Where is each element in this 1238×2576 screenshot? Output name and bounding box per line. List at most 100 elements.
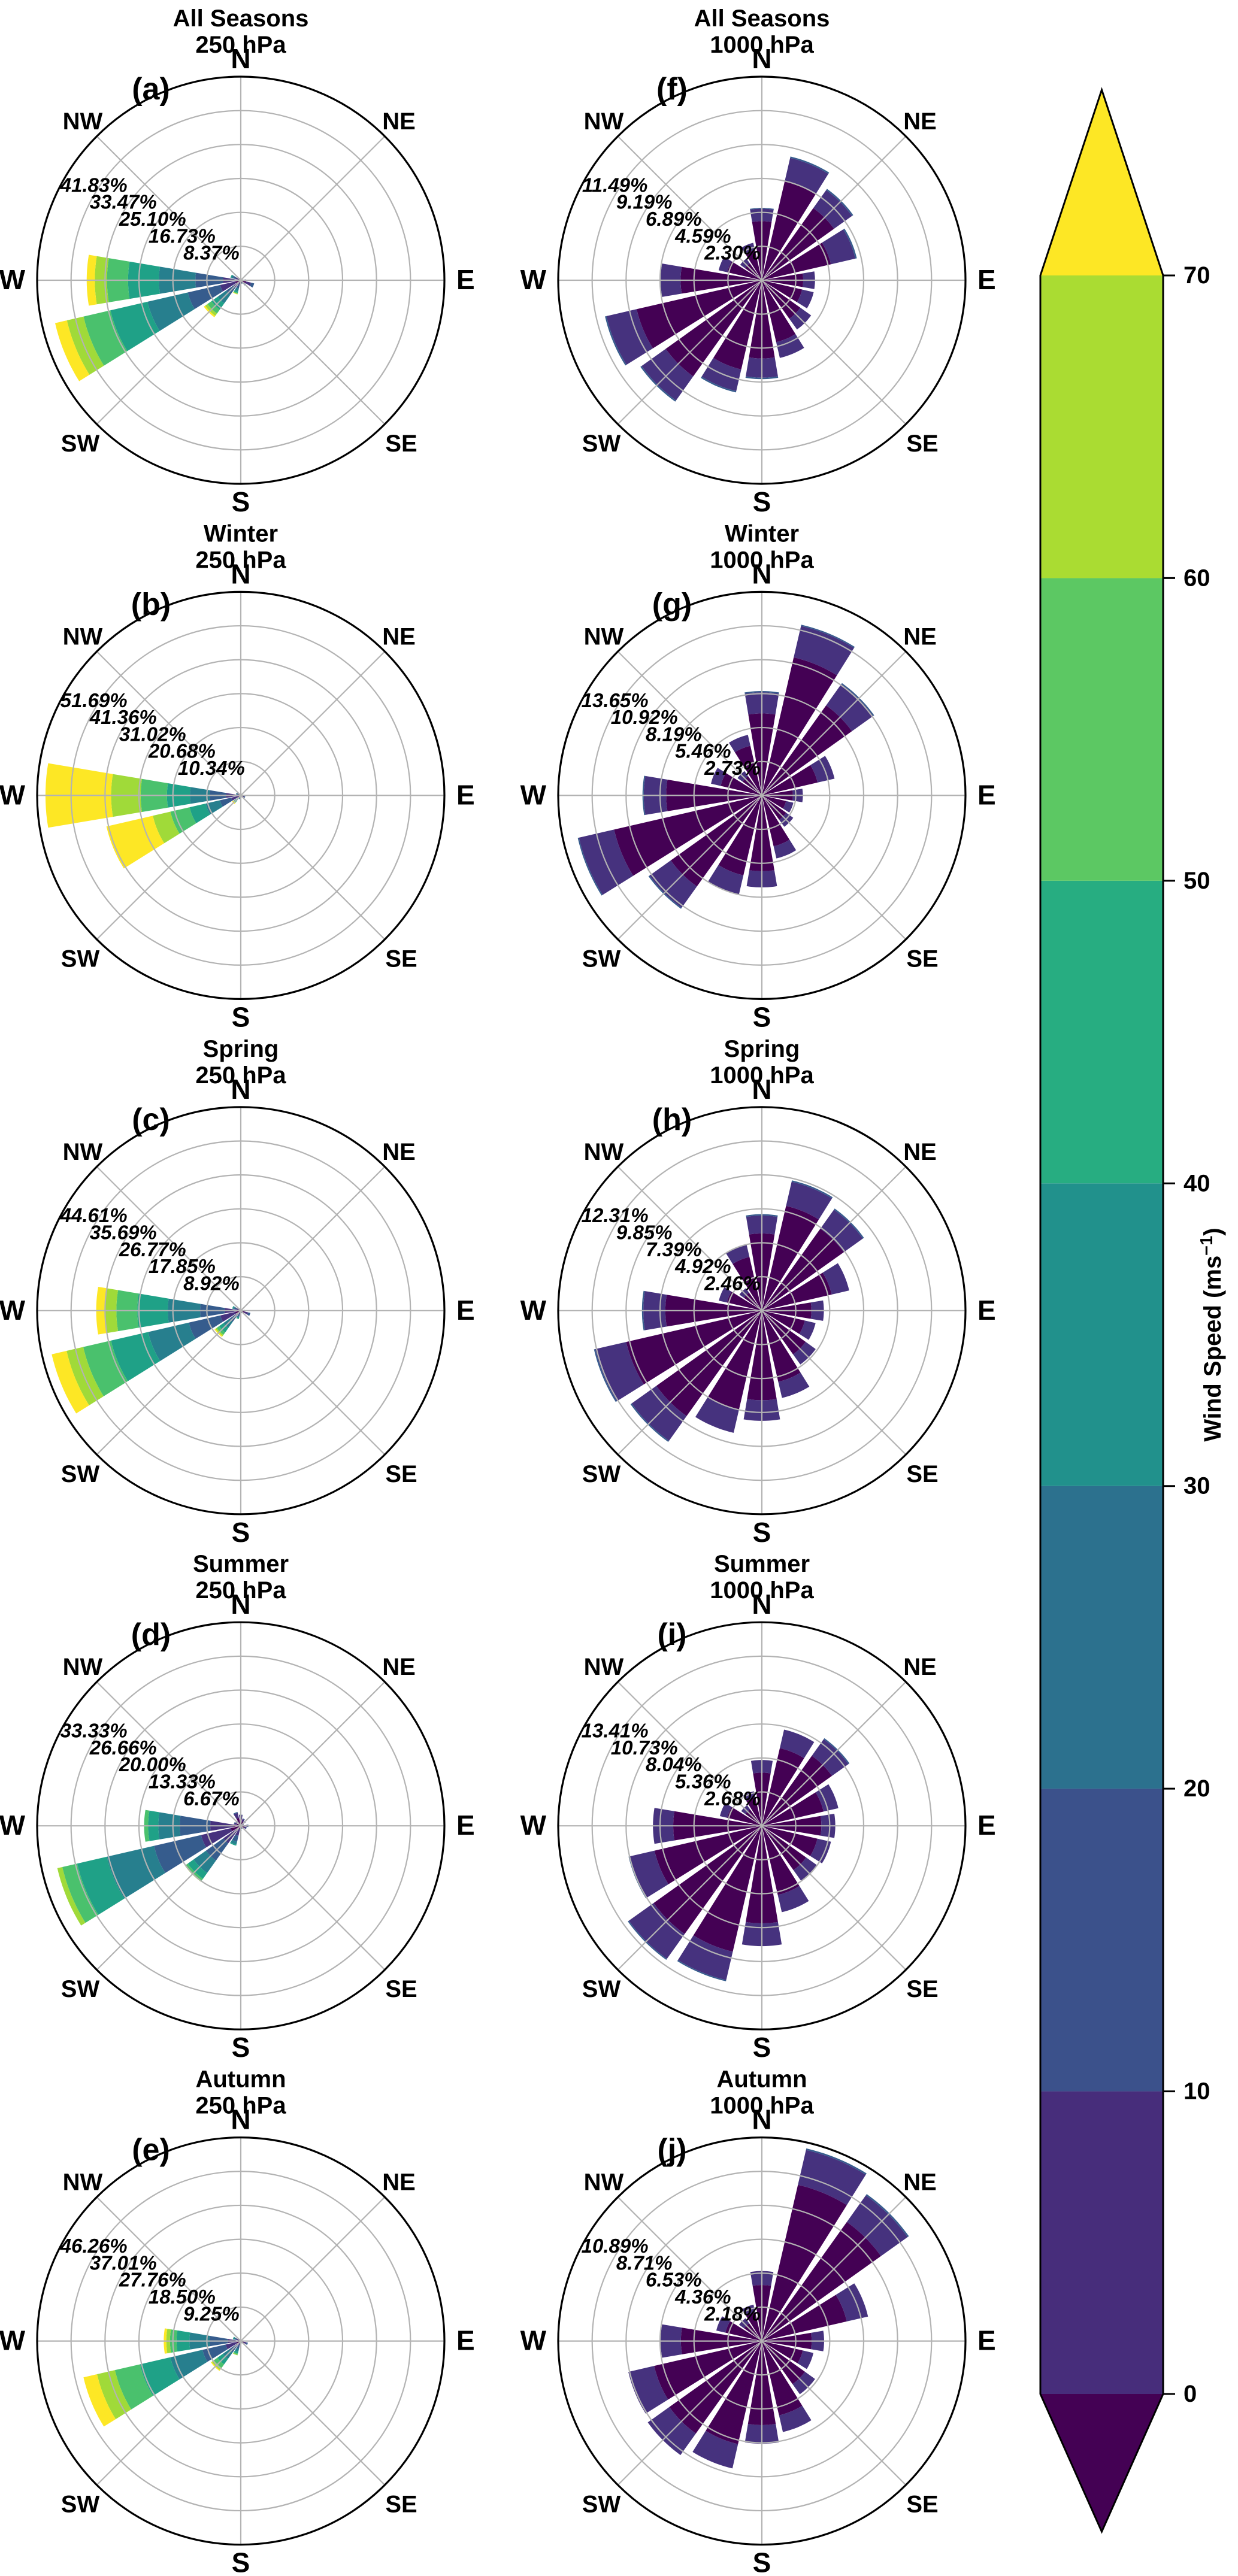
wind-rose-bar-segment-WSW-0-10 bbox=[626, 1310, 762, 1384]
wind-rose-bar-segment-SSW-10-20 bbox=[707, 865, 744, 895]
wind-rose-panel-f: 2.30%4.59%6.89%9.19%11.49%NSEWNESESWNWAl… bbox=[520, 5, 996, 517]
wind-rose-bar-segment-NE-20-30 bbox=[834, 1208, 864, 1239]
wind-rose-bar-segment-SW-20-30 bbox=[648, 875, 682, 909]
ring-label-1: 9.25% bbox=[183, 2302, 240, 2325]
wind-rose-bar-segment-SSW-0-10 bbox=[706, 2341, 762, 2444]
polar-outline bbox=[557, 75, 967, 485]
wind-rose-bar-segment-SSW-60-70 bbox=[233, 292, 238, 295]
panel-subtitle: 1000 hPa bbox=[710, 2093, 814, 2119]
compass-label-nw: NW bbox=[63, 1139, 103, 1165]
ring-label-2: 18.50% bbox=[149, 2286, 216, 2308]
compass-label-se: SE bbox=[906, 2492, 938, 2518]
wind-rose-bar-segment-WSW->70 bbox=[83, 2374, 116, 2427]
wind-rose-bar-segment-SSE-0-10 bbox=[762, 280, 796, 343]
wind-rose-bar-segment-SSE-10-20 bbox=[778, 1372, 810, 1398]
compass-label-ne: NE bbox=[382, 623, 416, 650]
compass-label-e: E bbox=[456, 1810, 475, 1841]
wind-rose-bar-segment-WSW-0-10 bbox=[231, 1826, 241, 1832]
wind-rose-bar-segment-SSW-10-20 bbox=[235, 1829, 240, 1836]
colorbar-segment-20-30 bbox=[1040, 1486, 1163, 1789]
compass-label-sw: SW bbox=[582, 1461, 621, 1487]
ring-label-1: 6.67% bbox=[183, 1787, 240, 1810]
panel-subtitle: 250 hPa bbox=[195, 1577, 286, 1604]
wind-rose-bar-segment-SSW-10-20 bbox=[238, 2342, 241, 2345]
panel-subtitle: 1000 hPa bbox=[710, 547, 814, 573]
ring-label-5: 44.61% bbox=[60, 1204, 128, 1226]
colorbar-tick-label: 10 bbox=[1183, 2078, 1210, 2105]
wind-rose-bar-segment-NNE-0-10 bbox=[762, 657, 837, 796]
wind-rose-bar-segment-ESE-0-10 bbox=[762, 1826, 818, 1856]
panel-letter: (i) bbox=[657, 1617, 686, 1652]
wind-rose-bar-segment-SSE-0-10 bbox=[762, 1310, 801, 1382]
wind-rose-bar-segment-SSE-0-10 bbox=[762, 2341, 803, 2416]
compass-label-se: SE bbox=[906, 431, 938, 457]
wind-rose-bar-segment-SSE-10-20 bbox=[777, 1886, 809, 1913]
wind-rose-bar-segment-WSW-10-20 bbox=[220, 281, 236, 292]
wind-rose-bar-segment-SSW-40-50 bbox=[234, 2350, 238, 2354]
wind-rose-bar-segment-ESE-20-30 bbox=[249, 283, 255, 288]
wind-rose-bar-segment-WSW-10-20 bbox=[225, 2342, 237, 2350]
wind-rose-bar-segment-ESE-20-30 bbox=[245, 1827, 247, 1829]
wind-rose-bar-segment-SSE-20-30 bbox=[241, 1828, 243, 1829]
wind-rose-bar-segment-SSW-40-50 bbox=[234, 290, 238, 293]
wind-rose-bar-segment-ENE-10-20 bbox=[822, 229, 856, 265]
polar-grid bbox=[37, 1107, 444, 1514]
wind-rose-bar-segment-ENE-0-10 bbox=[762, 2295, 847, 2341]
panel-letter: (c) bbox=[132, 1102, 170, 1137]
compass-label-w: W bbox=[0, 779, 26, 810]
wind-rose-bar-segment-NNW-0-10 bbox=[746, 1797, 762, 1826]
ring-label-5: 12.31% bbox=[582, 1204, 649, 1226]
wind-rose-bar-segment-WNW-10-20 bbox=[235, 277, 240, 280]
polar-grid bbox=[558, 592, 965, 999]
wind-rose-bar-segment-SSW-30-40 bbox=[235, 287, 239, 292]
ring-label-4: 8.71% bbox=[616, 2251, 673, 2274]
wind-rose-bar-segment-WSW->70 bbox=[55, 320, 90, 381]
panel-title: Summer bbox=[714, 1551, 810, 1577]
panel-title: All Seasons bbox=[694, 5, 830, 32]
wind-rose-bar-segment-ESE-0-10 bbox=[762, 1310, 805, 1334]
wind-rose-bar-segment-NNE-20-30 bbox=[790, 156, 830, 174]
wind-rose-panel-e: 9.25%18.50%27.76%37.01%46.26%NSEWNESESWN… bbox=[0, 2066, 475, 2576]
compass-label-s: S bbox=[753, 2547, 771, 2576]
wind-rose-bar-segment-SSW-20-30 bbox=[236, 284, 240, 289]
compass-label-w: W bbox=[520, 264, 547, 295]
wind-rose-bar-segment-WSW-20-30 bbox=[202, 2344, 228, 2362]
compass-label-w: W bbox=[0, 1295, 26, 1326]
wind-rose-bar-segment-WSW-10-20 bbox=[595, 1342, 644, 1401]
panel-title: Winter bbox=[204, 520, 278, 547]
wind-rose-bar-segment-ESE-20-30 bbox=[246, 2342, 248, 2345]
wind-rose-bar-segment-SSE-10-20 bbox=[779, 2405, 812, 2432]
ring-label-1: 8.37% bbox=[183, 242, 240, 264]
compass-label-ne: NE bbox=[903, 1654, 937, 1680]
wind-rose-bar-segment-NNE-10-20 bbox=[780, 1729, 815, 1759]
wind-rose-bar-segment-WSW-50-60 bbox=[170, 807, 196, 834]
compass-label-sw: SW bbox=[61, 2492, 100, 2518]
panel-subtitle: 1000 hPa bbox=[710, 1062, 814, 1089]
wind-rose-bar-segment-WSW-30-40 bbox=[107, 1845, 165, 1899]
panel-subtitle: 250 hPa bbox=[195, 32, 286, 58]
wind-rose-bar-segment-ESE-10-20 bbox=[244, 1826, 247, 1829]
compass-label-sw: SW bbox=[582, 945, 621, 972]
wind-rose-panel-a: 8.37%16.73%25.10%33.47%41.83%NSEWNESESWN… bbox=[0, 5, 475, 517]
ring-label-3: 6.89% bbox=[646, 208, 702, 230]
compass-label-se: SE bbox=[906, 1976, 938, 2002]
ring-label-3: 6.53% bbox=[646, 2269, 702, 2291]
ring-label-3: 27.76% bbox=[119, 2269, 186, 2291]
wind-rose-bar-segment-WSW-30-40 bbox=[148, 1322, 196, 1361]
panel-subtitle: 1000 hPa bbox=[710, 1577, 814, 1604]
panel-letter: (e) bbox=[132, 2133, 170, 2168]
panel-letter: (b) bbox=[131, 587, 171, 622]
compass-label-e: E bbox=[456, 779, 475, 810]
polar-grid bbox=[37, 77, 444, 484]
polar-grid bbox=[558, 77, 965, 484]
wind-rose-bar-segment-ENE-10-20 bbox=[810, 756, 835, 783]
ring-label-2: 5.36% bbox=[675, 1771, 731, 1793]
wind-rose-bar-segment-NNW-20-30 bbox=[233, 1812, 238, 1815]
wind-rose-bar-segment-SSW-30-40 bbox=[238, 798, 240, 799]
ring-label-5: 46.26% bbox=[60, 2235, 128, 2257]
panel-letter: (j) bbox=[657, 2133, 686, 2168]
compass-label-se: SE bbox=[906, 945, 938, 972]
compass-label-sw: SW bbox=[61, 1976, 100, 2002]
wind-rose-bar-segment-WNW-10-20 bbox=[718, 256, 732, 272]
wind-rose-bar-segment-WNW-40-50 bbox=[232, 2336, 235, 2339]
